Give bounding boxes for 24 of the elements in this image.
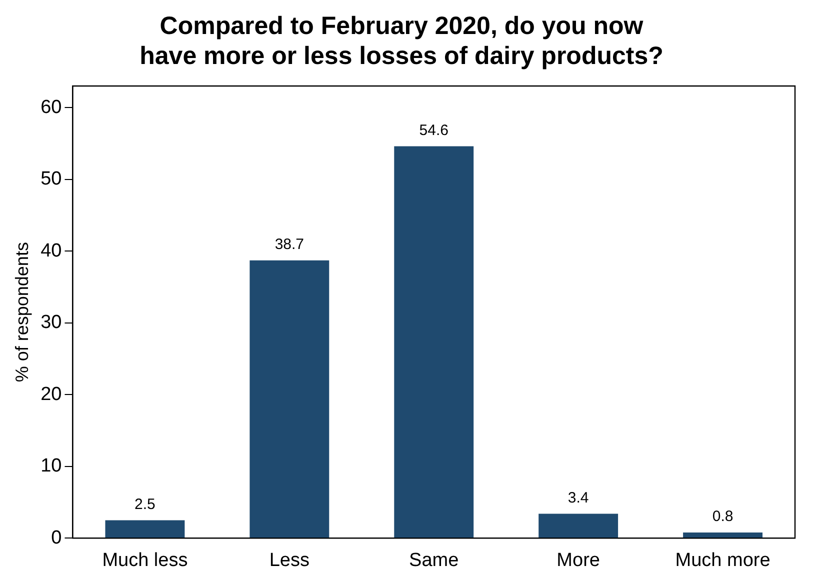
y-tick-label: 20 (40, 384, 62, 405)
x-tick-label: Much less (102, 550, 188, 571)
y-tick-label: 10 (40, 456, 62, 477)
y-tick-label: 40 (40, 240, 62, 262)
x-tick-label: Same (409, 550, 459, 571)
data-label: 54.6 (419, 122, 448, 139)
bar (683, 532, 762, 538)
data-label: 0.8 (712, 508, 734, 526)
y-tick-label: 0 (51, 527, 62, 548)
data-label: 38.7 (274, 236, 304, 254)
y-tick-label: 50 (40, 168, 62, 190)
x-tick-label: Less (269, 550, 310, 571)
chart-title: Compared to February 2020, do you now have more or less losses of dairy products? (140, 12, 664, 70)
bar (250, 260, 330, 538)
bar (105, 520, 185, 538)
x-tick-label: More (556, 550, 600, 571)
data-label: 3.4 (568, 489, 589, 506)
x-tick-label: Much more (675, 550, 770, 571)
bar (394, 146, 474, 538)
y-tick-label: 60 (40, 96, 62, 118)
y-axis-title: % of respondents (12, 242, 32, 382)
y-tick-label: 30 (40, 312, 62, 334)
data-label: 2.5 (134, 496, 156, 513)
bar (538, 514, 618, 538)
